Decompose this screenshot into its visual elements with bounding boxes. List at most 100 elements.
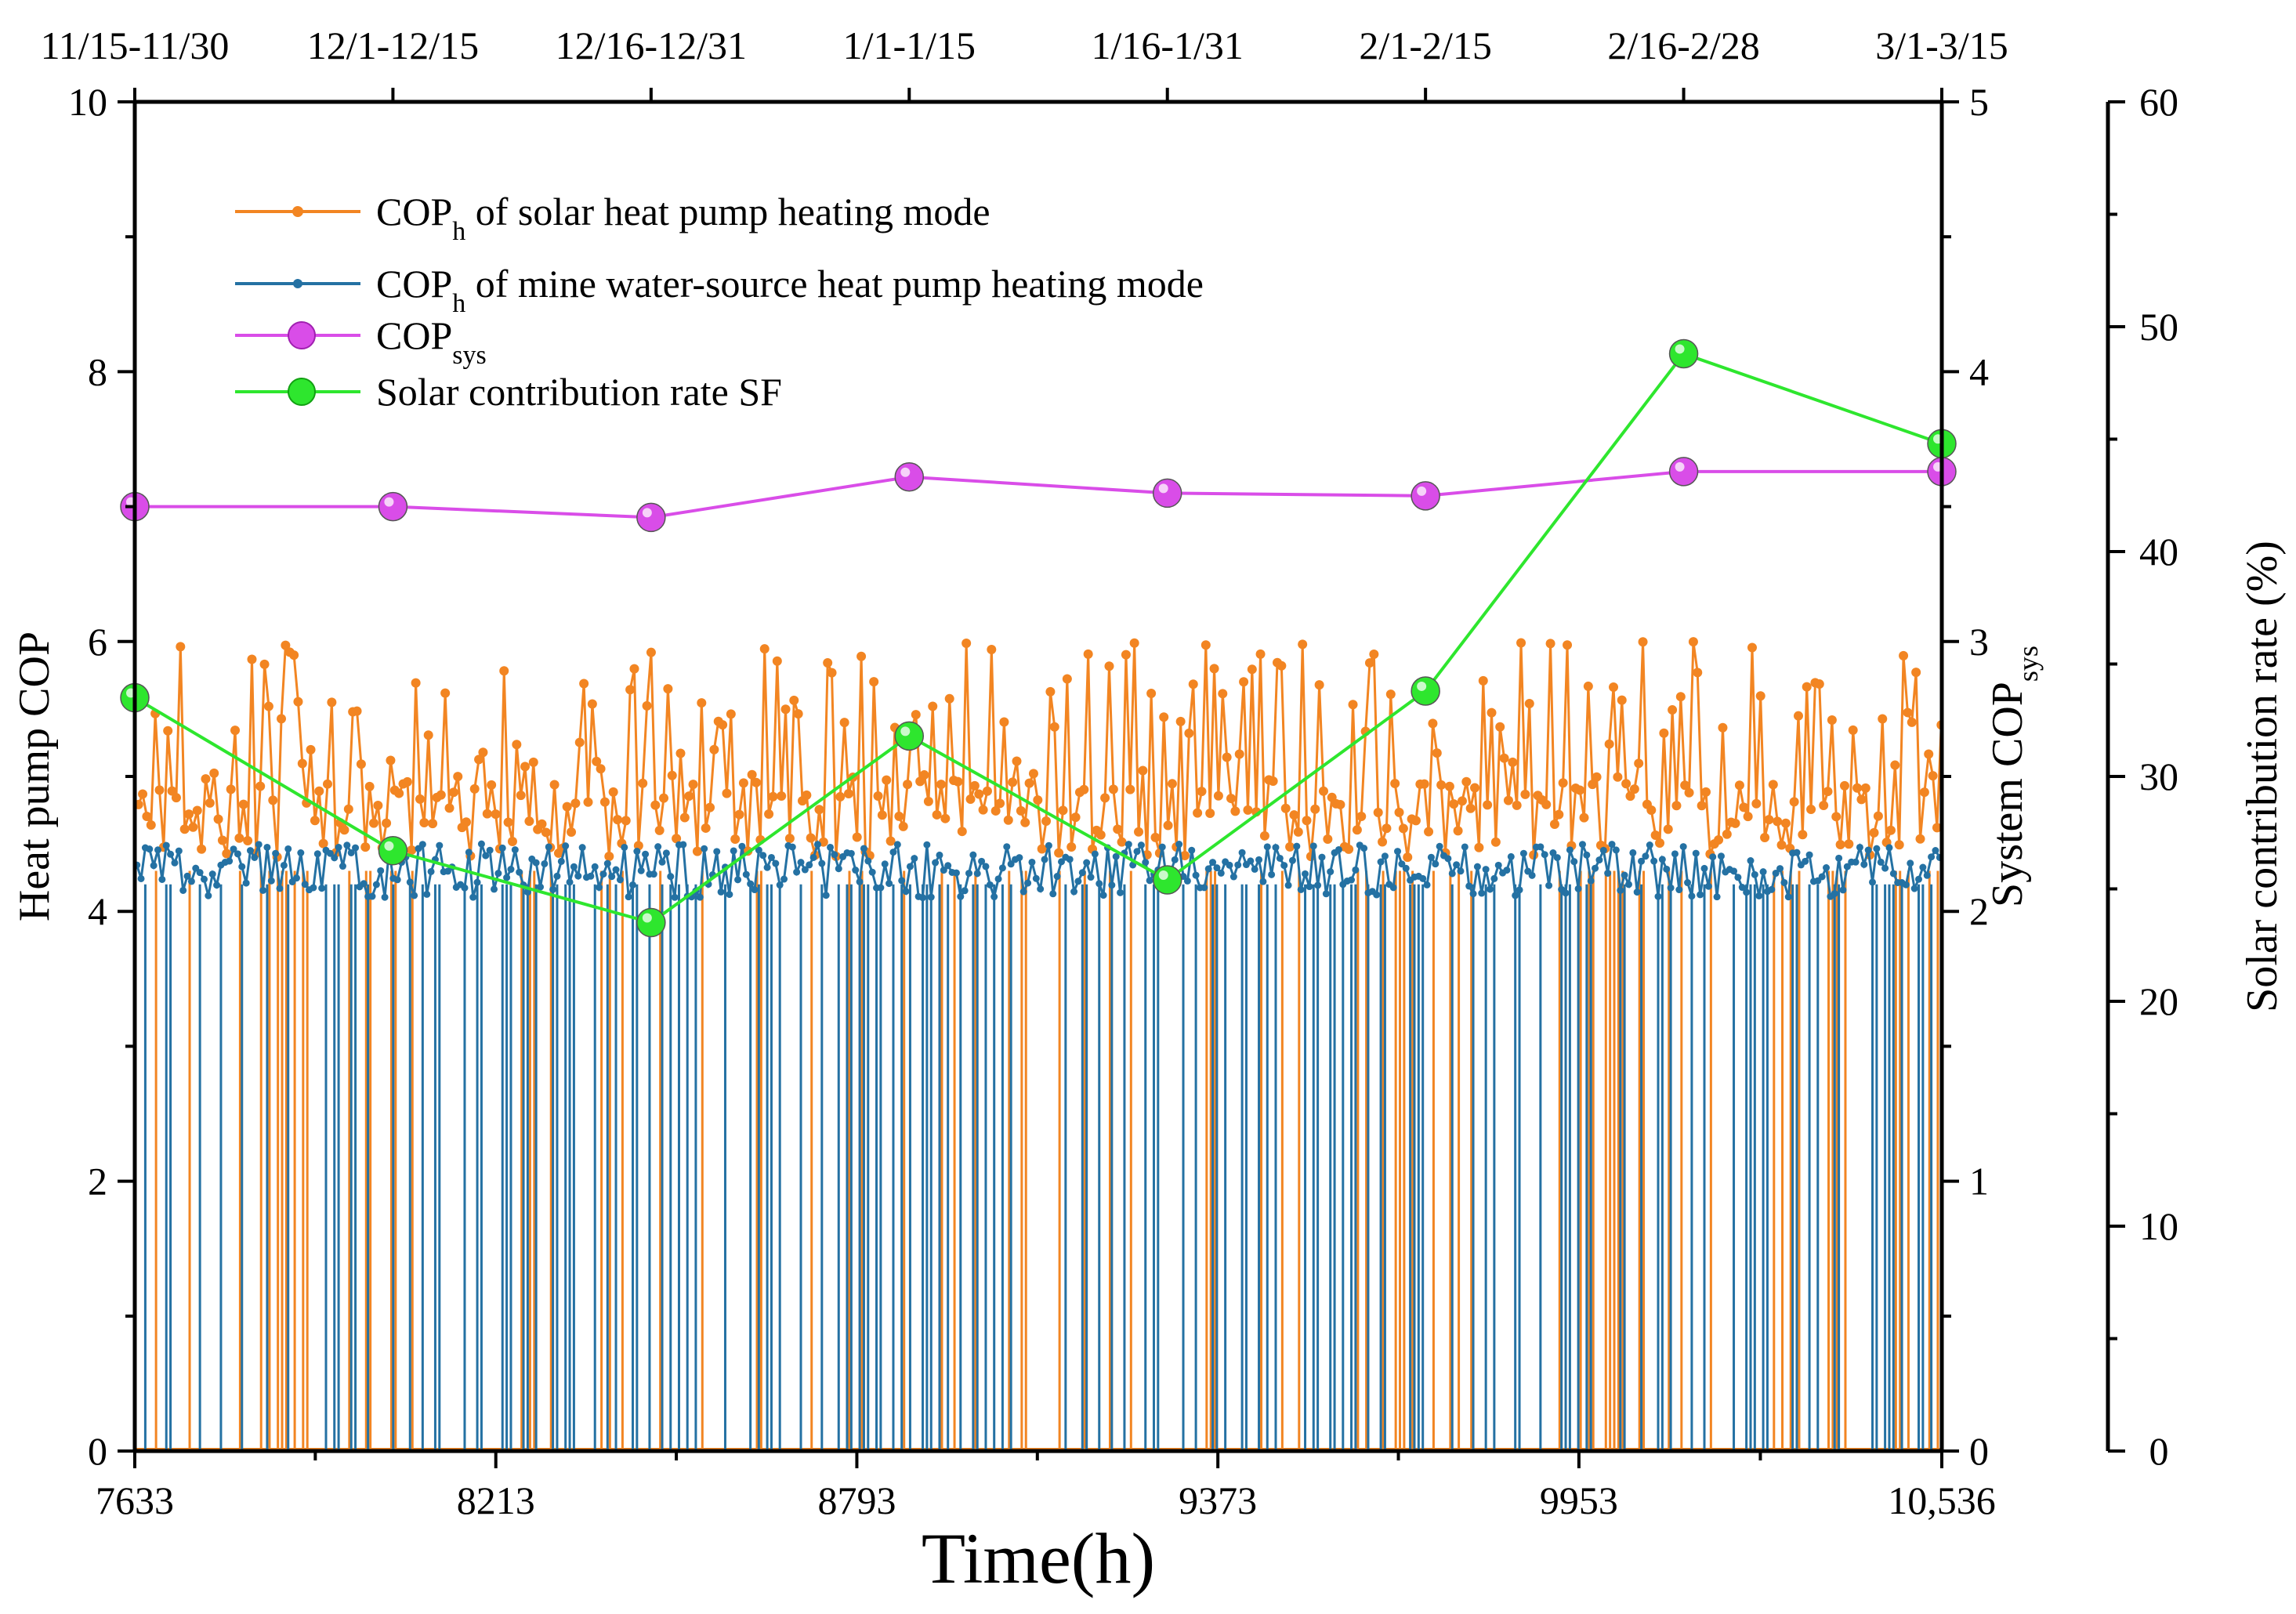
mine-cop-point (1751, 870, 1758, 878)
solar-cop-point (1499, 753, 1509, 763)
mine-cop-point (940, 867, 947, 874)
solar-cop-point (343, 804, 353, 814)
mine-cop-point (537, 883, 545, 891)
mine-cop-point (1255, 856, 1263, 863)
mine-cop-point (1276, 854, 1284, 862)
solar-cop-point (1436, 780, 1447, 790)
mine-cop-point (868, 868, 876, 876)
mine-cop-point (343, 841, 351, 849)
mine-cop-point (1041, 856, 1048, 863)
solar-cop-point (1378, 837, 1388, 847)
mine-cop-point (717, 888, 725, 896)
mine-cop-point (1717, 852, 1725, 860)
mine-cop-point (1352, 866, 1360, 874)
mine-cop-point (1923, 871, 1931, 879)
solar-cop-point (1318, 786, 1328, 796)
mine-cop-point (986, 881, 994, 888)
top-period-labels: 11/15-11/30 12/1-12/15 12/16-12/31 1/1-1/15… (41, 24, 2008, 67)
solar-cop-point (919, 770, 929, 780)
mine-cop-point (1856, 843, 1863, 851)
solar-cop-point (579, 679, 589, 689)
solar-cop-point (1403, 852, 1413, 863)
mine-cop-point (503, 874, 511, 881)
solar-cop-point (1209, 664, 1219, 674)
mine-cop-point (1608, 841, 1616, 849)
mine-cop-point (473, 878, 481, 886)
mine-cop-point (1734, 874, 1742, 881)
solar-cop-point (1385, 689, 1396, 700)
left-tick-label: 2 (88, 1160, 107, 1203)
mine-cop-point (965, 870, 973, 878)
solar-cop-point (1259, 831, 1269, 841)
mine-cop-point (1259, 878, 1267, 885)
cop-sys-series (120, 457, 1957, 533)
solar-cop-point (1243, 805, 1253, 815)
solar-cop-point (230, 726, 241, 736)
cop-sys-point-highlight (900, 467, 911, 477)
right1-title-main: System COP (1983, 682, 2032, 907)
solar-cop-point (978, 805, 988, 815)
mine-cop-point (1007, 860, 1015, 868)
solar-cop-point (1675, 692, 1686, 702)
mine-cop-point (313, 850, 321, 858)
mine-cop-point (1624, 881, 1632, 888)
mine-cop-point (1229, 873, 1237, 881)
legend-copsys-sub: sys (452, 341, 486, 370)
mine-cop-point (994, 875, 1002, 883)
mine-cop-point (1389, 884, 1397, 892)
solar-cop-point (1457, 796, 1467, 806)
solar-cop-point (995, 798, 1005, 809)
solar-cop-point (520, 762, 531, 772)
legend-copsys-main: COP (376, 313, 452, 357)
mine-cop-point (1831, 889, 1838, 897)
solar-cop-point (1230, 806, 1240, 816)
solar-cop-point (1617, 695, 1627, 705)
solar-cop-point (402, 776, 412, 787)
solar-cop-point (873, 791, 883, 801)
solar-cop-point (1899, 650, 1909, 660)
mine-cop-point (852, 867, 860, 874)
legend-label-copsys: COPsys (376, 313, 487, 370)
solar-cop-point (1222, 752, 1232, 762)
solar-cop-point (1268, 776, 1278, 786)
mine-cop-point (902, 888, 910, 896)
solar-cop-point (1159, 712, 1169, 722)
solar-cop-point (1697, 801, 1707, 811)
mine-cop-point (1919, 863, 1927, 871)
solar-cop-point (537, 819, 547, 829)
solar-cop-point (679, 812, 690, 823)
solar-cop-point (1739, 802, 1749, 812)
x-tick-label: 9373 (1179, 1478, 1257, 1522)
solar-cop-point (419, 817, 429, 827)
solar-cop-point (205, 798, 215, 808)
solar-cop-point (1780, 818, 1791, 828)
mine-cop-point (1478, 889, 1486, 897)
solar-cop-point (574, 737, 585, 747)
solar-cop-point (263, 701, 273, 711)
solar-cop-point (1655, 838, 1665, 849)
right2-tick-label: 10 (2139, 1204, 2178, 1248)
mine-cop-point (1465, 882, 1473, 890)
solar-cop-point (1474, 842, 1484, 852)
solar-cop-point (1083, 649, 1093, 659)
solar-cop-point (507, 836, 517, 846)
mine-cop-point (1592, 864, 1599, 872)
solar-cop-point (428, 819, 438, 829)
mine-cop-point (297, 849, 305, 856)
legend-label-sf: Solar contribution rate SF (376, 370, 782, 414)
mine-cop-point (301, 881, 309, 888)
solar-cop-point (1668, 705, 1678, 715)
solar-cop-point (1213, 791, 1223, 801)
mine-cop-point (1612, 846, 1620, 854)
solar-cop-point (1852, 783, 1863, 793)
mine-cop-point (1881, 864, 1889, 872)
solar-cop-point (1193, 808, 1203, 818)
legend-marker-sf (288, 378, 316, 406)
mine-cop-point (625, 893, 632, 901)
solar-cop-point (1701, 787, 1711, 797)
mine-cop-point (1566, 846, 1574, 854)
solar-cop-point (1070, 812, 1081, 823)
mine-cop-point (1247, 857, 1255, 865)
solar-cop-point (1776, 840, 1787, 850)
